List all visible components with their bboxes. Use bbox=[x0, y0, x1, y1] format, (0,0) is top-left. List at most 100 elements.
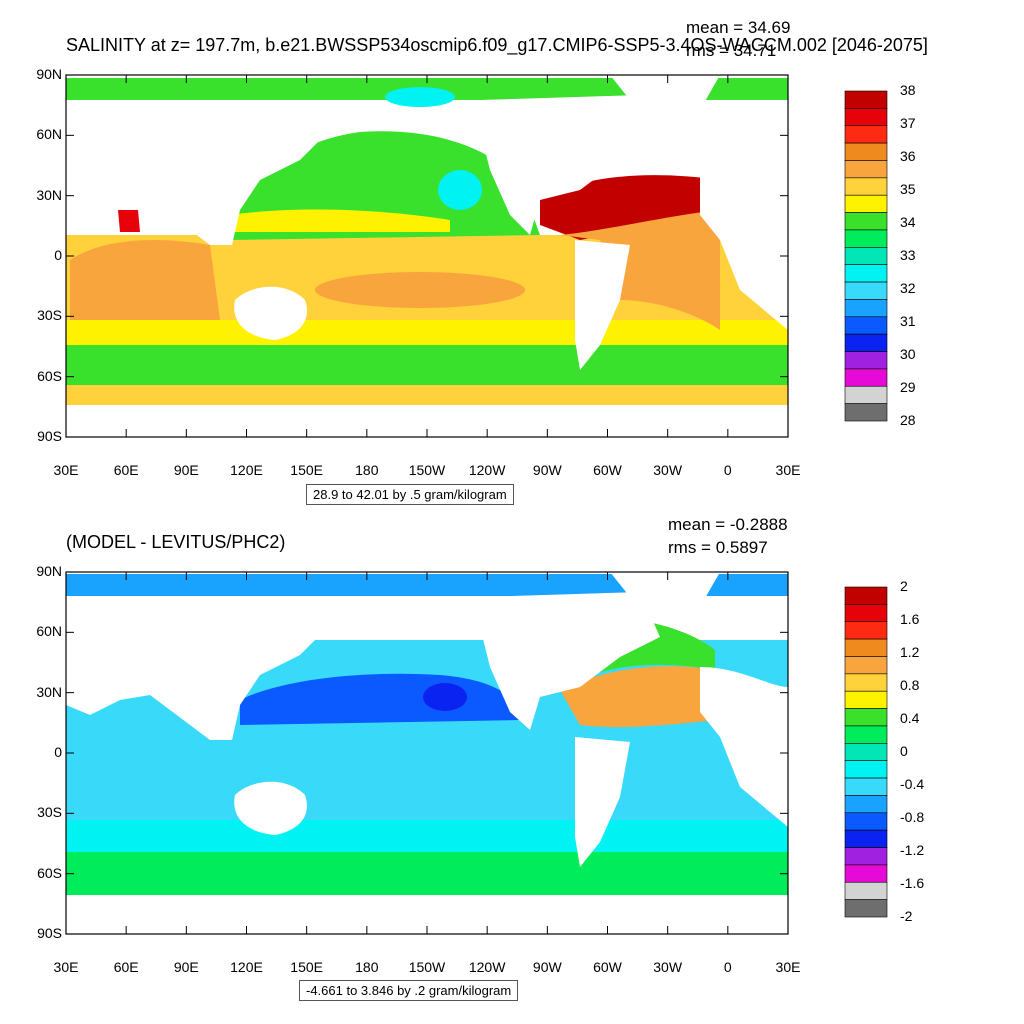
lon-tick-label: 120E bbox=[230, 462, 263, 478]
top-atlantic-red bbox=[540, 175, 720, 240]
bottom-panel-title: (MODEL - LEVITUS/PHC2) bbox=[66, 532, 286, 552]
top-np-yellow bbox=[230, 209, 450, 232]
lon-tick-label: 30E bbox=[53, 462, 79, 478]
top-land-greenland bbox=[610, 75, 720, 125]
bottom-land-n-america bbox=[480, 592, 660, 730]
colorbar-cell bbox=[844, 90, 888, 109]
lon-tick-label: 0 bbox=[723, 462, 732, 478]
colorbar-cell bbox=[844, 777, 888, 796]
lon-tick-label: 30E bbox=[775, 462, 801, 478]
colorbar-cell bbox=[844, 604, 888, 623]
colorbar-cell bbox=[844, 281, 888, 300]
colorbar-label: 1.2 bbox=[900, 644, 920, 660]
colorbar-cell bbox=[844, 795, 888, 814]
lon-tick-label: 90W bbox=[532, 462, 562, 478]
lon-tick-label: 180 bbox=[355, 959, 379, 975]
top-sp-orange bbox=[315, 272, 525, 308]
bottom-map bbox=[65, 571, 789, 935]
top-southern-ocean bbox=[66, 345, 788, 387]
colorbar-cell bbox=[844, 708, 888, 727]
top-atlantic-orange bbox=[560, 210, 720, 330]
lon-tick-label: 90W bbox=[532, 959, 562, 975]
top-south-band bbox=[66, 320, 788, 348]
colorbar-cell bbox=[844, 586, 888, 605]
colorbar-cell bbox=[844, 385, 888, 404]
colorbar-label: 37 bbox=[900, 115, 916, 131]
lat-tick-label: 90S bbox=[37, 925, 62, 941]
top-land-n-america bbox=[480, 95, 660, 235]
colorbar-label: -0.8 bbox=[900, 809, 925, 825]
lon-tick-label: 60W bbox=[593, 462, 622, 478]
top-land-eurasia bbox=[66, 100, 340, 245]
colorbar-cell bbox=[844, 351, 888, 370]
lat-tick-label: 60S bbox=[37, 864, 62, 881]
lon-tick-label: 90E bbox=[173, 959, 199, 975]
colorbar-cell bbox=[844, 316, 888, 335]
colorbar-cell bbox=[844, 194, 888, 213]
colorbar-cell bbox=[844, 673, 888, 692]
colorbar-label: 33 bbox=[900, 247, 916, 263]
top-panel-title: SALINITY at z= 197.7m, b.e21.BWSSP534osc… bbox=[66, 35, 928, 55]
lon-tick-label: 30E bbox=[53, 959, 79, 975]
top-panel-mean: mean = 34.69 bbox=[686, 18, 791, 37]
colorbar-cell bbox=[844, 299, 888, 318]
colorbar-cell bbox=[844, 212, 888, 231]
colorbar-label: -0.4 bbox=[900, 776, 925, 792]
top-indian-orange bbox=[70, 240, 220, 320]
bottom-colorbar bbox=[844, 586, 888, 918]
lat-tick-label: 30S bbox=[37, 804, 62, 821]
lon-tick-label: 90E bbox=[173, 462, 199, 478]
top-map bbox=[65, 74, 789, 438]
colorbar-cell bbox=[844, 160, 888, 179]
lon-tick-label: 0 bbox=[723, 959, 732, 975]
colorbar-cell bbox=[844, 247, 888, 265]
top-range-label: 28.9 to 42.01 by .5 gram/kilogram bbox=[306, 484, 514, 505]
top-arctic-cyan bbox=[385, 87, 455, 107]
colorbar-cell bbox=[844, 864, 888, 883]
colorbar-cell bbox=[844, 142, 888, 161]
lon-tick-label: 30W bbox=[653, 462, 683, 478]
lon-tick-label: 120W bbox=[468, 462, 506, 478]
colorbar-label: 29 bbox=[900, 379, 916, 395]
bottom-land-africa-east bbox=[700, 667, 788, 827]
colorbar-cell bbox=[844, 621, 888, 640]
lon-tick-label: 120E bbox=[230, 959, 263, 975]
colorbar-label: 36 bbox=[900, 148, 916, 164]
lon-tick-label: 150E bbox=[290, 462, 323, 478]
lat-tick-label: 90N bbox=[36, 66, 62, 82]
bottom-atlantic-orange bbox=[560, 666, 715, 728]
lat-tick-label: 90S bbox=[37, 428, 62, 444]
colorbar-label: -1.2 bbox=[900, 842, 925, 858]
colorbar-label: 28 bbox=[900, 412, 916, 428]
top-red-sea bbox=[118, 210, 140, 232]
bottom-southern-green bbox=[66, 850, 788, 895]
colorbar-cell bbox=[844, 125, 888, 144]
bottom-np-deep bbox=[423, 683, 467, 711]
colorbar-cell bbox=[844, 899, 888, 918]
lat-tick-label: 30N bbox=[36, 186, 62, 203]
lat-tick-label: 60S bbox=[37, 367, 62, 384]
lat-tick-label: 0 bbox=[54, 744, 62, 760]
colorbar-cell bbox=[844, 847, 888, 866]
top-panel-rms: rms = 34.71 bbox=[686, 41, 777, 60]
colorbar-cell bbox=[844, 333, 888, 352]
colorbar-cell bbox=[844, 656, 888, 675]
bottom-map-ticks bbox=[65, 571, 789, 935]
colorbar-label: 0.8 bbox=[900, 677, 920, 693]
colorbar-label: 35 bbox=[900, 181, 916, 197]
lon-tick-label: 180 bbox=[355, 462, 379, 478]
bottom-land-eurasia bbox=[66, 597, 340, 740]
colorbar-cell bbox=[844, 881, 888, 900]
colorbar-cell bbox=[844, 229, 888, 248]
top-map-ticks bbox=[65, 74, 789, 438]
colorbar-cell bbox=[844, 725, 888, 744]
top-land-australia bbox=[234, 286, 307, 340]
colorbar-label: 30 bbox=[900, 346, 916, 362]
colorbar-cell bbox=[844, 743, 888, 761]
colorbar-cell bbox=[844, 829, 888, 848]
top-antarctic-band bbox=[66, 385, 788, 407]
colorbar-label: 34 bbox=[900, 214, 916, 230]
lon-tick-label: 30W bbox=[653, 959, 683, 975]
bottom-panel-mean: mean = -0.2888 bbox=[668, 515, 788, 534]
